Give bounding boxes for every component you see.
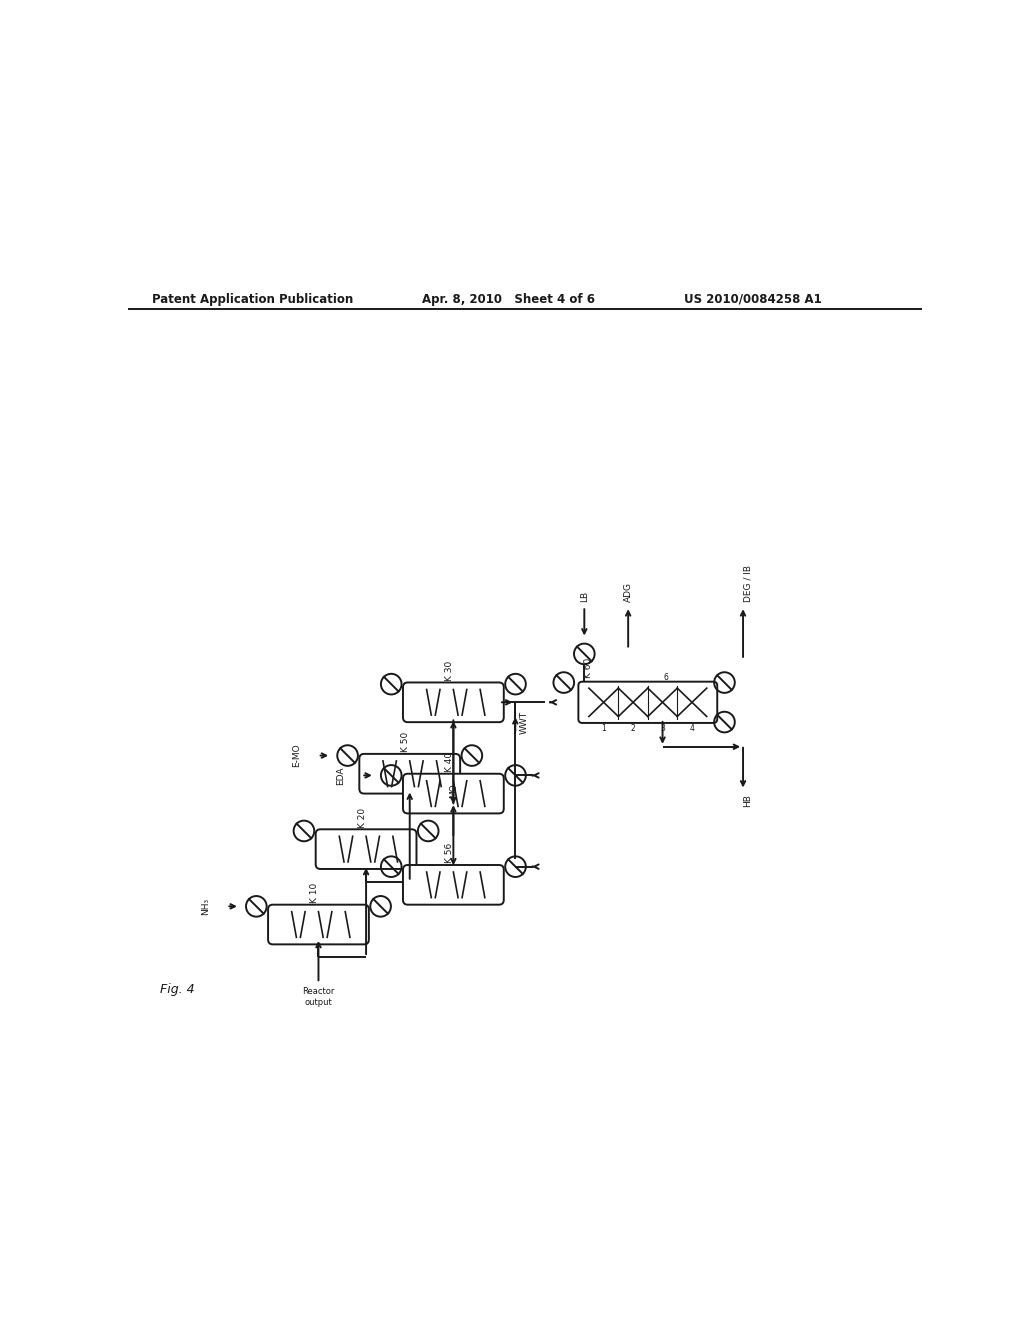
Text: HB: HB xyxy=(743,795,753,808)
Text: K 50: K 50 xyxy=(401,733,411,752)
Text: Reactor
output: Reactor output xyxy=(302,987,335,1007)
Text: WWT: WWT xyxy=(520,710,529,734)
FancyBboxPatch shape xyxy=(359,754,460,793)
Text: ADG: ADG xyxy=(624,582,633,602)
FancyBboxPatch shape xyxy=(315,829,417,869)
Text: K 30: K 30 xyxy=(444,660,454,681)
FancyBboxPatch shape xyxy=(403,682,504,722)
Text: 4: 4 xyxy=(689,723,694,733)
Text: 3: 3 xyxy=(660,723,665,733)
Text: MO: MO xyxy=(449,784,458,799)
Text: K 10: K 10 xyxy=(310,883,319,903)
FancyBboxPatch shape xyxy=(403,865,504,904)
Text: 1: 1 xyxy=(601,723,606,733)
Text: NH₃: NH₃ xyxy=(202,898,210,915)
FancyBboxPatch shape xyxy=(268,904,369,944)
Text: EDA: EDA xyxy=(336,766,345,784)
Text: K 40: K 40 xyxy=(444,752,454,772)
Text: Apr. 8, 2010   Sheet 4 of 6: Apr. 8, 2010 Sheet 4 of 6 xyxy=(422,293,595,306)
FancyBboxPatch shape xyxy=(403,774,504,813)
Text: Patent Application Publication: Patent Application Publication xyxy=(152,293,353,306)
Text: 6: 6 xyxy=(664,673,668,682)
Text: LB: LB xyxy=(580,591,589,602)
Text: DEG / IB: DEG / IB xyxy=(743,565,753,602)
Text: K 60: K 60 xyxy=(584,657,593,677)
Text: 2: 2 xyxy=(631,723,636,733)
Text: K 20: K 20 xyxy=(357,808,367,828)
Text: E-MO: E-MO xyxy=(293,743,301,767)
Text: K 56: K 56 xyxy=(444,843,454,863)
FancyBboxPatch shape xyxy=(579,681,717,723)
Text: Fig. 4: Fig. 4 xyxy=(160,983,195,997)
Text: US 2010/0084258 A1: US 2010/0084258 A1 xyxy=(684,293,821,306)
